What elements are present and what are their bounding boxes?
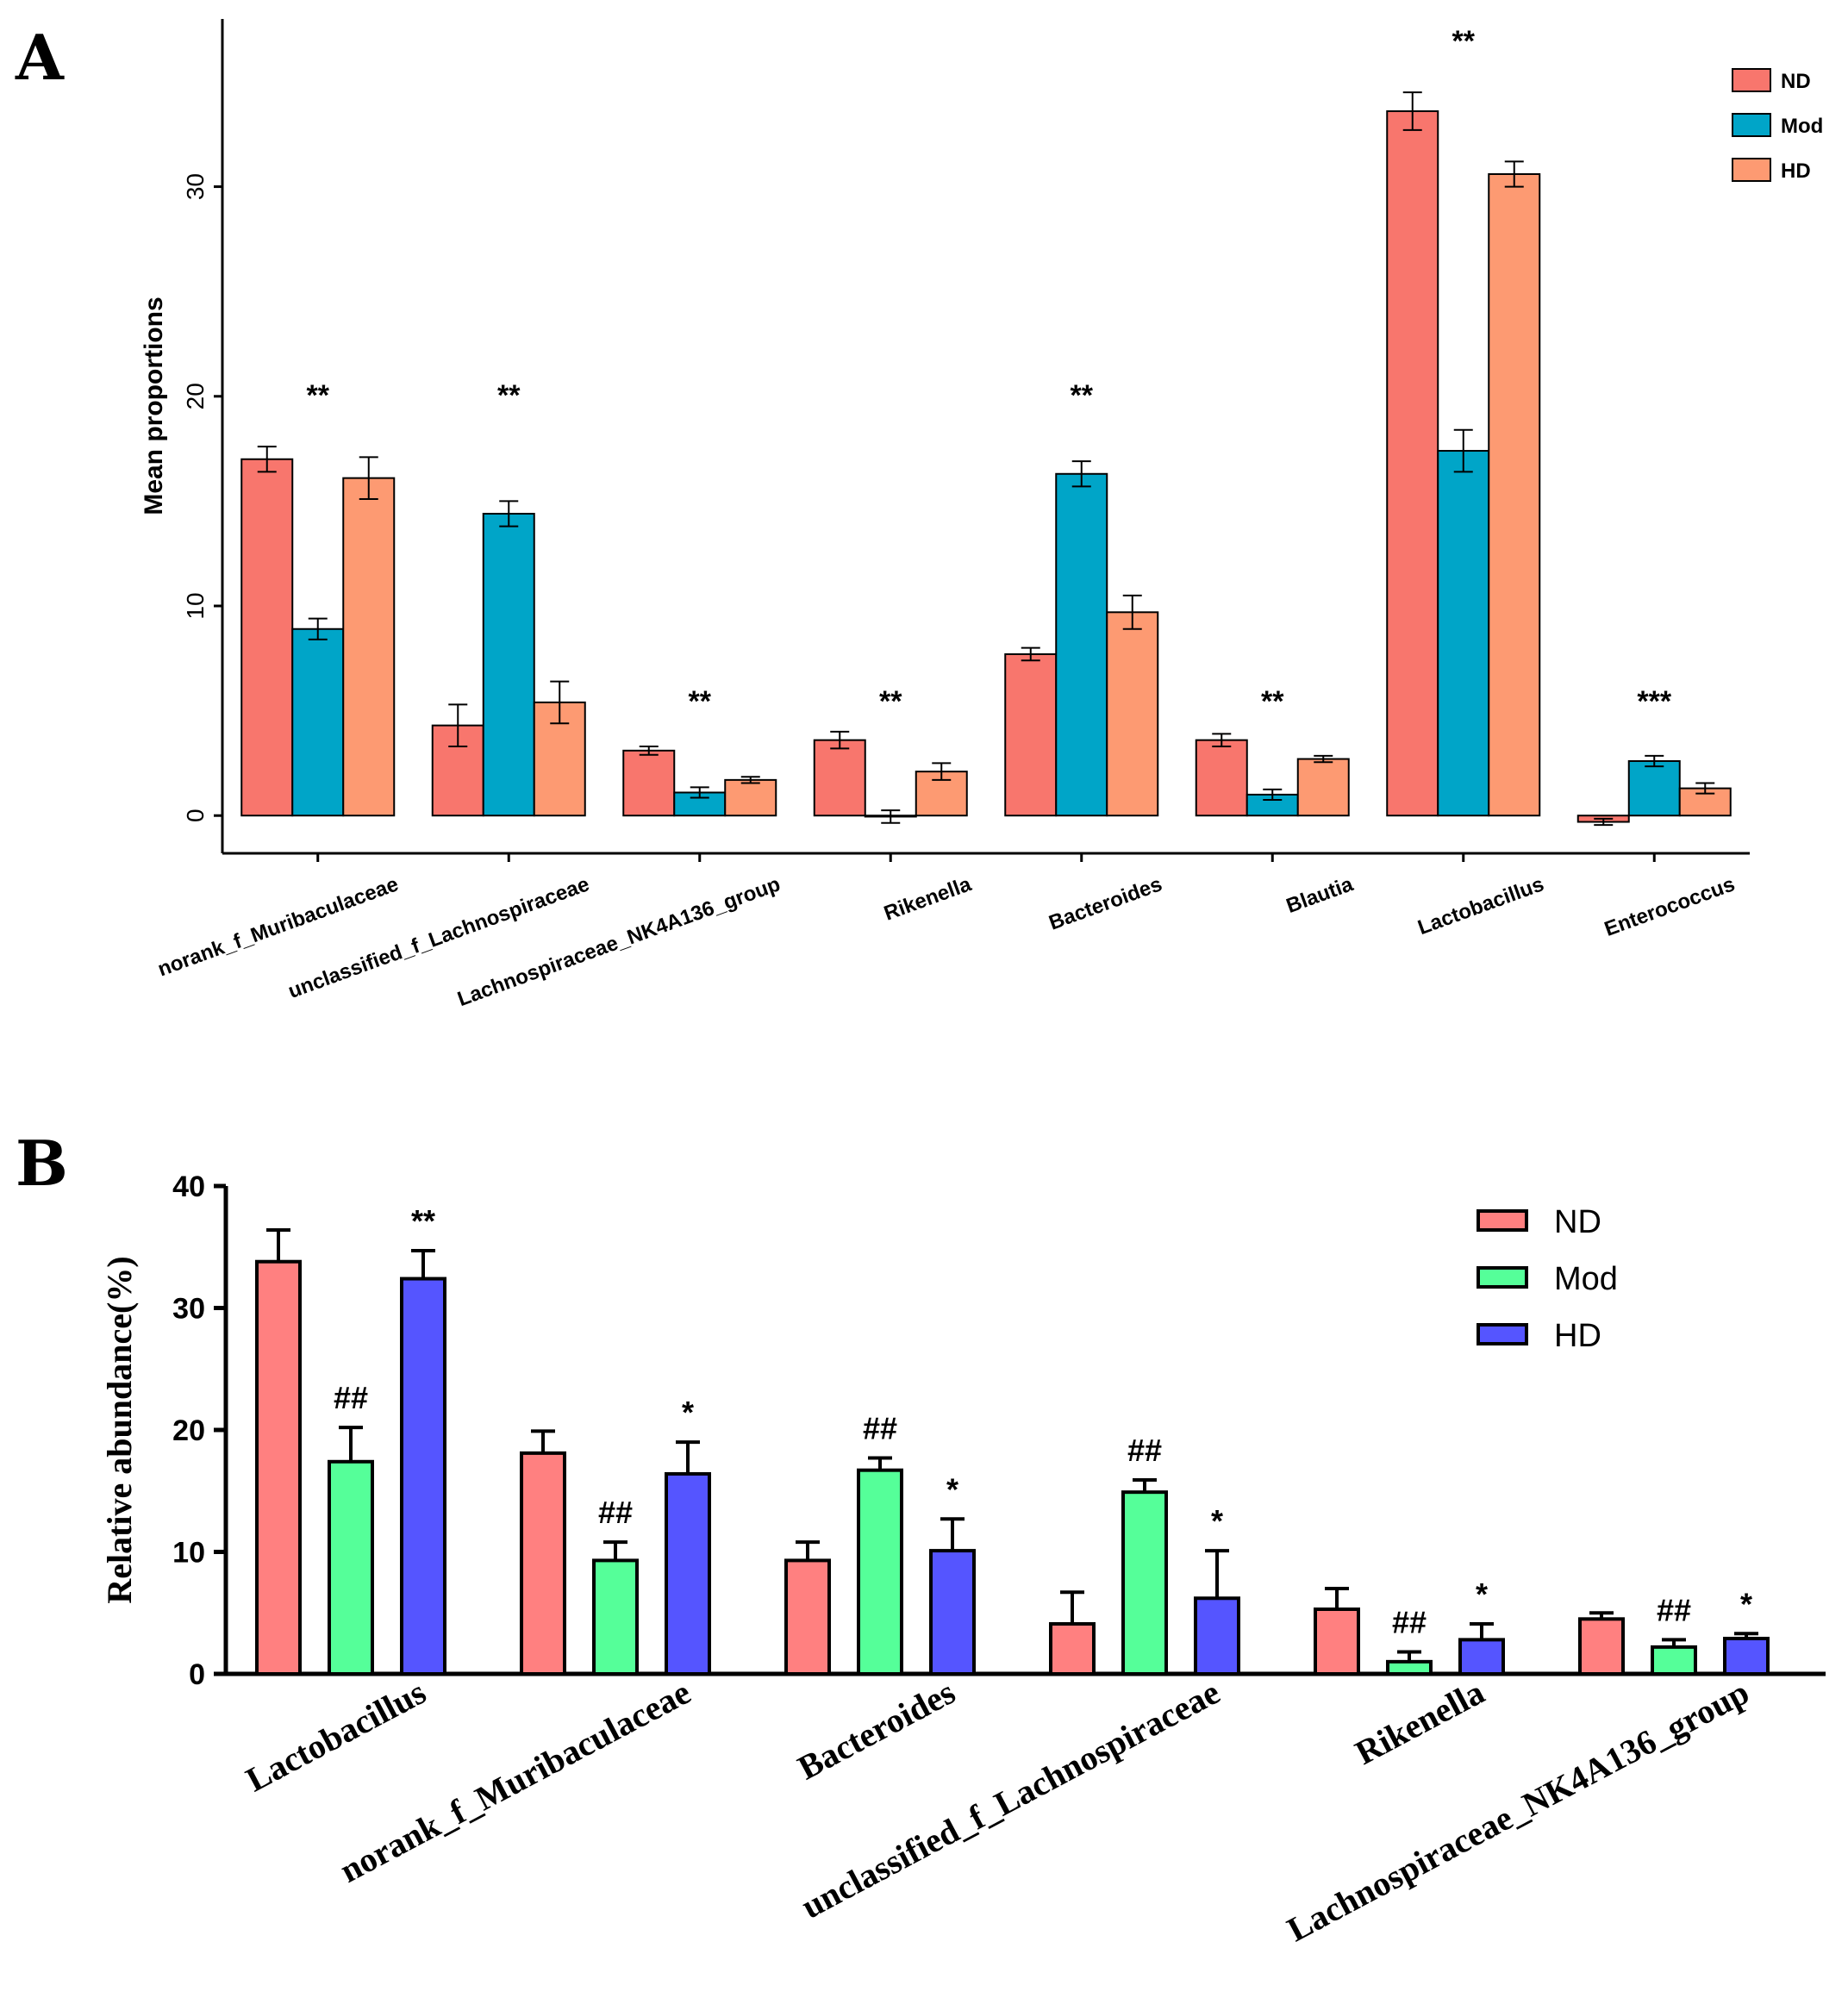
a-bar-mod-unclassified-f-lachnospiraceae: [482, 512, 535, 817]
b-annotation-mod: ##: [334, 1380, 368, 1415]
b-category-label-bacteroides: Bacteroides: [791, 1672, 961, 1787]
a-bar-hd-norank-f-muribaculaceae: [342, 477, 396, 817]
b-y-tick-label: 20: [172, 1414, 205, 1447]
a-legend-swatch-hd: [1732, 158, 1771, 182]
a-significance-marker: **: [879, 685, 902, 718]
a-significance-marker: **: [1261, 685, 1284, 718]
b-bar-nd-norank-f-muribaculaceae: [520, 1451, 566, 1676]
b-bar-nd-lactobacillus: [255, 1259, 302, 1676]
b-legend-label-mod: Mod: [1554, 1261, 1618, 1297]
b-bar-mod-bacteroides: [857, 1468, 903, 1676]
b-bar-hd-bacteroides: [929, 1549, 976, 1676]
a-category-label-lactobacillus: Lactobacillus: [1414, 872, 1546, 940]
a-legend-label-nd: ND: [1781, 70, 1811, 93]
a-bar-mod-norank-f-muribaculaceae: [291, 627, 345, 817]
b-legend-swatch-nd: [1477, 1209, 1528, 1232]
a-bar-nd-bacteroides: [1004, 652, 1058, 817]
b-category-label-rikenella: Rikenella: [1349, 1672, 1490, 1772]
a-bar-hd-blautia: [1296, 758, 1350, 817]
b-annotation-mod: ##: [1127, 1433, 1162, 1468]
b-annotation-hd: *: [1740, 1586, 1752, 1621]
a-y-tick-label: 30: [182, 173, 209, 200]
a-bar-nd-blautia: [1195, 739, 1248, 817]
b-bar-hd-unclassified-f-lachnospiraceae: [1194, 1596, 1240, 1676]
a-significance-marker: ***: [1637, 685, 1671, 718]
a-significance-marker: **: [307, 379, 330, 412]
a-category-label-blautia: Blautia: [1283, 872, 1357, 918]
panel-a-letter: A: [15, 21, 65, 94]
a-category-label-lachnospiraceae-nk4a136-group: Lachnospiraceae_NK4A136_group: [454, 872, 783, 1011]
a-bar-mod-bacteroides: [1055, 472, 1108, 817]
a-legend-label-hd: HD: [1781, 159, 1811, 183]
b-y-tick-label: 40: [172, 1171, 205, 1203]
b-bar-mod-unclassified-f-lachnospiraceae: [1121, 1490, 1168, 1676]
a-bar-hd-bacteroides: [1106, 611, 1159, 817]
b-annotation-mod: ##: [863, 1411, 897, 1446]
b-annotation-mod: ##: [1392, 1605, 1427, 1640]
b-legend-label-nd: ND: [1554, 1204, 1601, 1240]
b-category-label-unclassified-f-lachnospiraceae: unclassified_f_Lachnospiraceae: [795, 1672, 1226, 1926]
b-category-label-lactobacillus: Lactobacillus: [240, 1672, 432, 1799]
b-bar-nd-lachnospiraceae-nk4a136-group: [1578, 1617, 1625, 1676]
a-bar-mod-lactobacillus: [1437, 450, 1490, 817]
b-bar-hd-lactobacillus: [400, 1277, 446, 1676]
b-y-tick-label: 0: [189, 1658, 205, 1691]
a-category-label-unclassified-f-lachnospiraceae: unclassified_f_Lachnospiraceae: [285, 872, 592, 1003]
b-y-axis-label: Relative abundance(%): [100, 1256, 139, 1603]
a-bar-mod-enterococcus: [1627, 759, 1681, 817]
b-annotation-mod: ##: [1657, 1592, 1691, 1627]
b-legend-swatch-mod: [1477, 1266, 1528, 1289]
a-y-tick-label: 0: [182, 808, 209, 822]
a-significance-marker: **: [689, 685, 712, 718]
a-y-tick-label: 10: [182, 592, 209, 619]
b-annotation-hd: *: [1211, 1503, 1223, 1539]
b-bar-mod-rikenella: [1386, 1659, 1433, 1676]
b-annotation-hd: *: [682, 1395, 694, 1430]
b-bar-hd-norank-f-muribaculaceae: [665, 1471, 711, 1676]
b-bar-nd-rikenella: [1314, 1608, 1360, 1676]
b-bar-mod-lachnospiraceae-nk4a136-group: [1651, 1645, 1697, 1676]
a-category-label-rikenella: Rikenella: [881, 872, 975, 926]
a-bar-nd-norank-f-muribaculaceae: [240, 458, 294, 817]
b-annotation-hd: *: [946, 1471, 958, 1507]
b-bar-nd-bacteroides: [784, 1558, 831, 1676]
a-legend-swatch-nd: [1732, 68, 1771, 92]
b-category-label-lachnospiraceae-nk4a136-group: Lachnospiraceae_NK4A136_group: [1281, 1672, 1755, 1949]
a-bar-hd-lachnospiraceae-nk4a136-group: [724, 778, 777, 817]
b-legend-swatch-hd: [1477, 1323, 1528, 1345]
a-bar-nd-lachnospiraceae-nk4a136-group: [622, 749, 676, 817]
a-legend-label-mod: Mod: [1781, 115, 1823, 138]
b-annotation-hd: *: [1476, 1576, 1488, 1612]
a-y-axis-label: Mean proportions: [140, 297, 168, 515]
b-bar-mod-norank-f-muribaculaceae: [592, 1558, 639, 1676]
a-significance-marker: **: [1071, 379, 1094, 412]
b-bar-hd-lachnospiraceae-nk4a136-group: [1723, 1636, 1770, 1676]
a-bar-nd-lactobacillus: [1386, 110, 1439, 817]
b-bar-nd-unclassified-f-lachnospiraceae: [1049, 1621, 1096, 1676]
a-legend-swatch-mod: [1732, 113, 1771, 137]
a-category-label-bacteroides: Bacteroides: [1046, 872, 1164, 934]
b-legend-label-hd: HD: [1554, 1318, 1601, 1354]
b-bar-hd-rikenella: [1458, 1638, 1505, 1676]
b-y-tick-label: 30: [172, 1293, 205, 1326]
b-y-tick-label: 10: [172, 1537, 205, 1570]
a-y-tick-label: 20: [182, 383, 209, 409]
panel-b-letter: B: [16, 1127, 68, 1200]
b-annotation-hd: **: [411, 1203, 435, 1239]
a-significance-marker: **: [1452, 25, 1476, 58]
b-bar-mod-lactobacillus: [328, 1459, 374, 1676]
a-category-label-enterococcus: Enterococcus: [1601, 872, 1738, 941]
a-bar-nd-rikenella: [813, 739, 866, 817]
b-annotation-mod: ##: [598, 1495, 633, 1530]
a-significance-marker: **: [497, 379, 521, 412]
a-bar-hd-lactobacillus: [1488, 172, 1541, 817]
